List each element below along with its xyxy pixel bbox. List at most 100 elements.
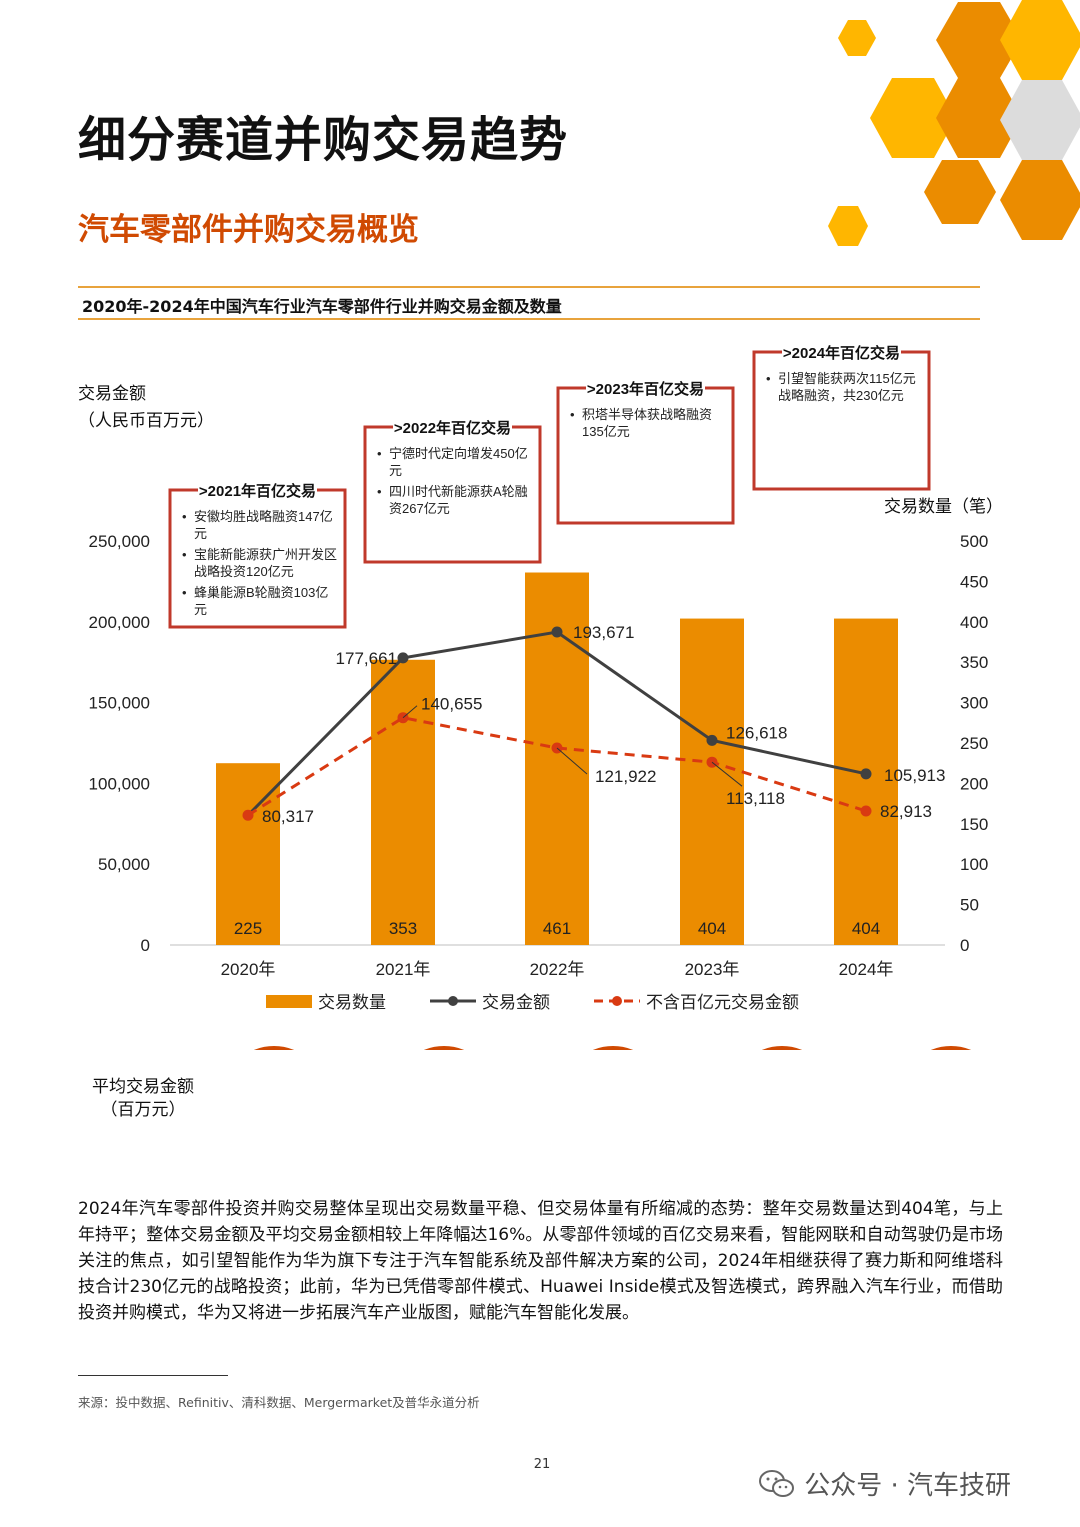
right-tick-label: 250	[960, 734, 988, 753]
hexagon-shape	[870, 78, 956, 158]
dashed-data-label: 82,913	[880, 802, 932, 821]
hexagon-shape	[838, 20, 876, 56]
legend-line-label: 交易金额	[482, 993, 550, 1012]
bullet-icon: •	[766, 371, 771, 386]
left-axis-title: 交易金额	[78, 384, 146, 403]
line-data-label: 105,913	[884, 766, 945, 785]
dashed-data-label: 113,118	[726, 789, 785, 808]
watermark: 公众号 · 汽车技研	[758, 1465, 1011, 1502]
x-tick-label: 2023年	[685, 960, 740, 979]
bullet-icon: •	[182, 509, 187, 524]
note-item: • 宁德时代定向增发450亿元	[377, 445, 536, 479]
line-point	[706, 734, 718, 746]
note-title: >2022年百亿交易	[394, 419, 511, 437]
labels-layer: 225 353 461 404 404 177,661 193,671 126,618 105,…	[234, 623, 946, 938]
note-list: • 积塔半导体获战略融资135亿元	[570, 406, 729, 440]
average-circles-layer: 357503420313262	[253, 1046, 972, 1050]
avg-outer-ring	[930, 1046, 972, 1050]
bars-layer	[216, 572, 898, 945]
left-tick-label: 100,000	[89, 774, 150, 793]
note-item: • 蜂巢能源B轮融资103亿元	[182, 584, 341, 618]
note-box-border	[168, 488, 347, 629]
legend-bar-label: 交易数量	[318, 993, 386, 1012]
dashed-data-label: 80,317	[262, 807, 314, 826]
note-content: • 引望智能获两次115亿元战略融资，共230亿元	[766, 370, 925, 404]
dashed-data-label: 140,655	[421, 695, 482, 714]
bar-data-label: 404	[698, 919, 726, 938]
page-title: 细分赛道并购交易趋势	[78, 112, 569, 168]
combo-chart: >2021年百亿交易 • 安徽均胜战略融资147亿元 • 宝能新能源获广州开发区战略投资…	[78, 344, 1003, 1050]
note-item: • 宝能新能源获广州开发区战略投资120亿元	[182, 546, 341, 580]
body-paragraph: 2024年汽车零部件投资并购交易整体呈现出交易数量平稳、但交易体量有所缩减的态势…	[78, 1199, 1003, 1323]
axis-layer: 交易金额 （人民币百万元） 交易数量（笔） 0 50,000 100,000 150,000…	[78, 384, 1003, 979]
label-leader-line	[711, 761, 743, 787]
bar-deal-count	[680, 618, 744, 945]
label-leader-line	[402, 705, 418, 719]
note-item: • 积塔半导体获战略融资135亿元	[570, 406, 729, 440]
avg-amount-label: 平均交易金额 （百万元）	[78, 1076, 208, 1122]
avg-outer-ring	[423, 1046, 465, 1050]
note-box-border	[363, 425, 542, 564]
line-data-label: 193,671	[573, 623, 634, 642]
footnote-divider	[78, 1375, 228, 1376]
right-tick-label: 300	[960, 694, 988, 713]
avg-outer-ring	[592, 1046, 634, 1050]
left-tick-label: 150,000	[89, 694, 150, 713]
bullet-icon: •	[377, 484, 382, 499]
note-item-text: 四川时代新能源获A轮融资267亿元	[389, 484, 528, 516]
watermark-text: 公众号 · 汽车技研	[804, 1471, 1012, 1501]
bullet-icon: •	[182, 547, 187, 562]
legend-dashed-label: 不含百亿元交易金额	[646, 993, 799, 1012]
bar-data-label: 461	[543, 919, 571, 938]
bullet-icon: •	[182, 585, 187, 600]
note-item-text: 宁德时代定向增发450亿元	[389, 446, 528, 478]
dashed-point	[860, 805, 872, 817]
note-list: • 引望智能获两次115亿元战略融资，共230亿元	[766, 370, 925, 404]
legend-layer: 交易数量 交易金额 不含百亿元交易金额	[266, 993, 799, 1012]
bar-data-label: 225	[234, 919, 262, 938]
note-list: • 宁德时代定向增发450亿元 • 四川时代新能源获A轮融资267亿元	[377, 445, 536, 517]
note-content: • 积塔半导体获战略融资135亿元	[570, 406, 729, 440]
bullet-icon: •	[377, 446, 382, 461]
legend-dashed-marker	[612, 996, 622, 1006]
page-number: 21	[533, 1457, 551, 1472]
bar-deal-count	[371, 659, 435, 945]
avg-outer-ring	[253, 1046, 295, 1050]
bar-deal-count	[834, 618, 898, 945]
right-axis-title: 交易数量（笔）	[884, 497, 1003, 516]
right-tick-label: 350	[960, 653, 988, 672]
left-tick-label: 50,000	[98, 855, 150, 874]
wechat-icon	[759, 1470, 794, 1497]
hexagon-decoration	[828, 0, 1080, 246]
right-tick-label: 450	[960, 572, 988, 591]
right-tick-label: 0	[960, 936, 969, 955]
avg-amount-label-line1: 平均交易金额	[92, 1077, 194, 1097]
right-tick-label: 50	[960, 896, 979, 915]
label-leader-line	[556, 747, 588, 775]
x-tick-label: 2022年	[530, 960, 585, 979]
note-content: • 安徽均胜战略融资147亿元 • 宝能新能源获广州开发区战略投资120亿元 • 蜂巢能源…	[182, 508, 341, 618]
note-item: • 四川时代新能源获A轮融资267亿元	[377, 483, 536, 517]
avg-amount-label-line2: （百万元）	[100, 1100, 186, 1120]
note-item-text: 引望智能获两次115亿元战略融资，共230亿元	[778, 371, 916, 403]
hexagon-shape	[1000, 0, 1080, 80]
right-tick-label: 200	[960, 774, 988, 793]
note-item-text: 安徽均胜战略融资147亿元	[194, 509, 333, 541]
right-tick-label: 500	[960, 532, 988, 551]
left-tick-label: 0	[141, 936, 150, 955]
line-point	[397, 652, 409, 664]
left-tick-label: 250,000	[89, 532, 150, 551]
x-tick-label: 2020年	[221, 960, 276, 979]
chart-title: 2020年-2024年中国汽车行业汽车零部件行业并购交易金额及数量	[82, 297, 562, 316]
avg-outer-ring	[761, 1046, 803, 1050]
notes-layer: >2021年百亿交易 • 安徽均胜战略融资147亿元 • 宝能新能源获广州开发区战略投资…	[168, 344, 931, 629]
legend-line-marker	[448, 996, 458, 1006]
hexagon-shape	[1000, 160, 1080, 240]
right-tick-label: 100	[960, 855, 988, 874]
note-item-text: 宝能新能源获广州开发区战略投资120亿元	[194, 547, 338, 579]
left-axis-subtitle: （人民币百万元）	[78, 411, 214, 430]
source-note: 来源：投中数据、Refinitiv、清科数据、Mergermarket及普华永道…	[78, 1395, 480, 1410]
note-list: • 安徽均胜战略融资147亿元 • 宝能新能源获广州开发区战略投资120亿元 • 蜂巢能源…	[182, 508, 341, 618]
line-point	[860, 768, 872, 780]
note-box-border	[752, 350, 931, 491]
